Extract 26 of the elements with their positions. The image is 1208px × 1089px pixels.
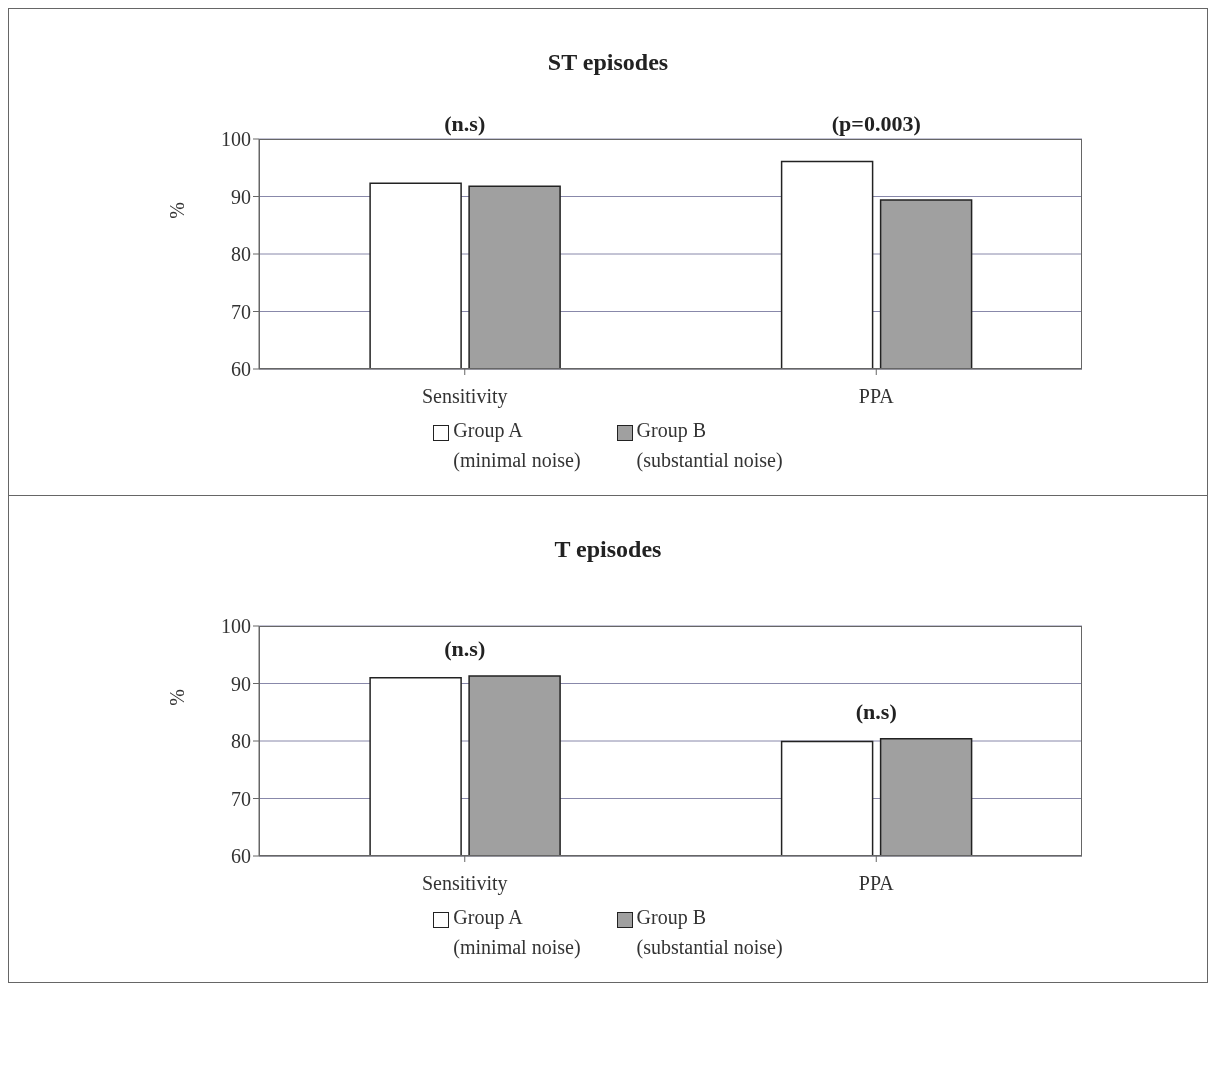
y-tick-label: 70: [231, 787, 251, 810]
text: (n.s): [444, 111, 486, 136]
y-tick-label: 90: [231, 185, 251, 208]
y-axis-title: %: [165, 689, 189, 706]
y-tick-label: 90: [231, 672, 251, 695]
y-tick-label: 70: [231, 300, 251, 323]
x-tick-label: Sensitivity: [421, 872, 508, 896]
legend-label: Group A (minimal noise): [453, 905, 581, 960]
x-tick-label: PPA: [858, 385, 895, 408]
y-tick-label: 60: [231, 845, 251, 868]
y-axis-title: %: [165, 202, 189, 219]
x-tick-label: PPA: [858, 872, 895, 895]
legend-label: Group B (substantial noise): [636, 905, 783, 961]
y-tick-label: 100: [221, 615, 251, 638]
annotation: (n.s): [855, 698, 897, 724]
x-tick-label: Sensitivity: [421, 385, 508, 409]
chart-title: ST episodes: [546, 48, 670, 77]
y-tick-label: 80: [231, 730, 251, 753]
text: (p=0.003): [831, 111, 921, 136]
annotation: (n.s): [444, 636, 486, 662]
legend-label: Group B (substantial noise): [636, 418, 783, 474]
y-tick-label: 100: [221, 128, 251, 151]
legend-label: Group A (minimal noise): [453, 418, 581, 473]
y-tick-label: 60: [231, 358, 251, 381]
chart-title: T episodes: [553, 535, 663, 564]
y-tick-label: 80: [231, 243, 251, 266]
